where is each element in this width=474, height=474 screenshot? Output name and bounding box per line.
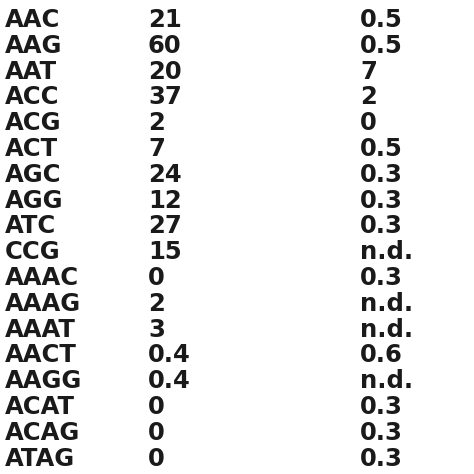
Text: 0.3: 0.3 xyxy=(360,189,403,213)
Text: AAC: AAC xyxy=(5,8,60,32)
Text: 0.4: 0.4 xyxy=(148,369,191,393)
Text: ATAG: ATAG xyxy=(5,447,75,471)
Text: n.d.: n.d. xyxy=(360,369,413,393)
Text: CCG: CCG xyxy=(5,240,61,264)
Text: 0.5: 0.5 xyxy=(360,34,403,58)
Text: 3: 3 xyxy=(148,318,165,342)
Text: AAT: AAT xyxy=(5,60,57,83)
Text: 7: 7 xyxy=(148,137,165,161)
Text: ACAT: ACAT xyxy=(5,395,75,419)
Text: AAGG: AAGG xyxy=(5,369,82,393)
Text: AAAT: AAAT xyxy=(5,318,76,342)
Text: ACAG: ACAG xyxy=(5,421,80,445)
Text: 0: 0 xyxy=(148,421,165,445)
Text: ACC: ACC xyxy=(5,85,60,109)
Text: AGC: AGC xyxy=(5,163,62,187)
Text: 0.6: 0.6 xyxy=(360,343,403,367)
Text: 0: 0 xyxy=(148,395,165,419)
Text: 0.3: 0.3 xyxy=(360,447,403,471)
Text: n.d.: n.d. xyxy=(360,318,413,342)
Text: AAAG: AAAG xyxy=(5,292,81,316)
Text: 24: 24 xyxy=(148,163,182,187)
Text: 0.3: 0.3 xyxy=(360,214,403,238)
Text: 0.4: 0.4 xyxy=(148,343,191,367)
Text: 0.3: 0.3 xyxy=(360,421,403,445)
Text: 0.5: 0.5 xyxy=(360,137,403,161)
Text: n.d.: n.d. xyxy=(360,240,413,264)
Text: AGG: AGG xyxy=(5,189,64,213)
Text: 0: 0 xyxy=(360,111,377,135)
Text: AACT: AACT xyxy=(5,343,77,367)
Text: 0.3: 0.3 xyxy=(360,266,403,290)
Text: AAG: AAG xyxy=(5,34,63,58)
Text: ATC: ATC xyxy=(5,214,56,238)
Text: 21: 21 xyxy=(148,8,182,32)
Text: 0.5: 0.5 xyxy=(360,8,403,32)
Text: 15: 15 xyxy=(148,240,182,264)
Text: 2: 2 xyxy=(360,85,377,109)
Text: 0: 0 xyxy=(148,447,165,471)
Text: 20: 20 xyxy=(148,60,182,83)
Text: ACG: ACG xyxy=(5,111,62,135)
Text: AAAC: AAAC xyxy=(5,266,79,290)
Text: 37: 37 xyxy=(148,85,182,109)
Text: 7: 7 xyxy=(360,60,377,83)
Text: 60: 60 xyxy=(148,34,182,58)
Text: n.d.: n.d. xyxy=(360,292,413,316)
Text: 12: 12 xyxy=(148,189,182,213)
Text: 27: 27 xyxy=(148,214,182,238)
Text: 0.3: 0.3 xyxy=(360,395,403,419)
Text: 2: 2 xyxy=(148,292,165,316)
Text: 2: 2 xyxy=(148,111,165,135)
Text: 0: 0 xyxy=(148,266,165,290)
Text: 0.3: 0.3 xyxy=(360,163,403,187)
Text: ACT: ACT xyxy=(5,137,58,161)
